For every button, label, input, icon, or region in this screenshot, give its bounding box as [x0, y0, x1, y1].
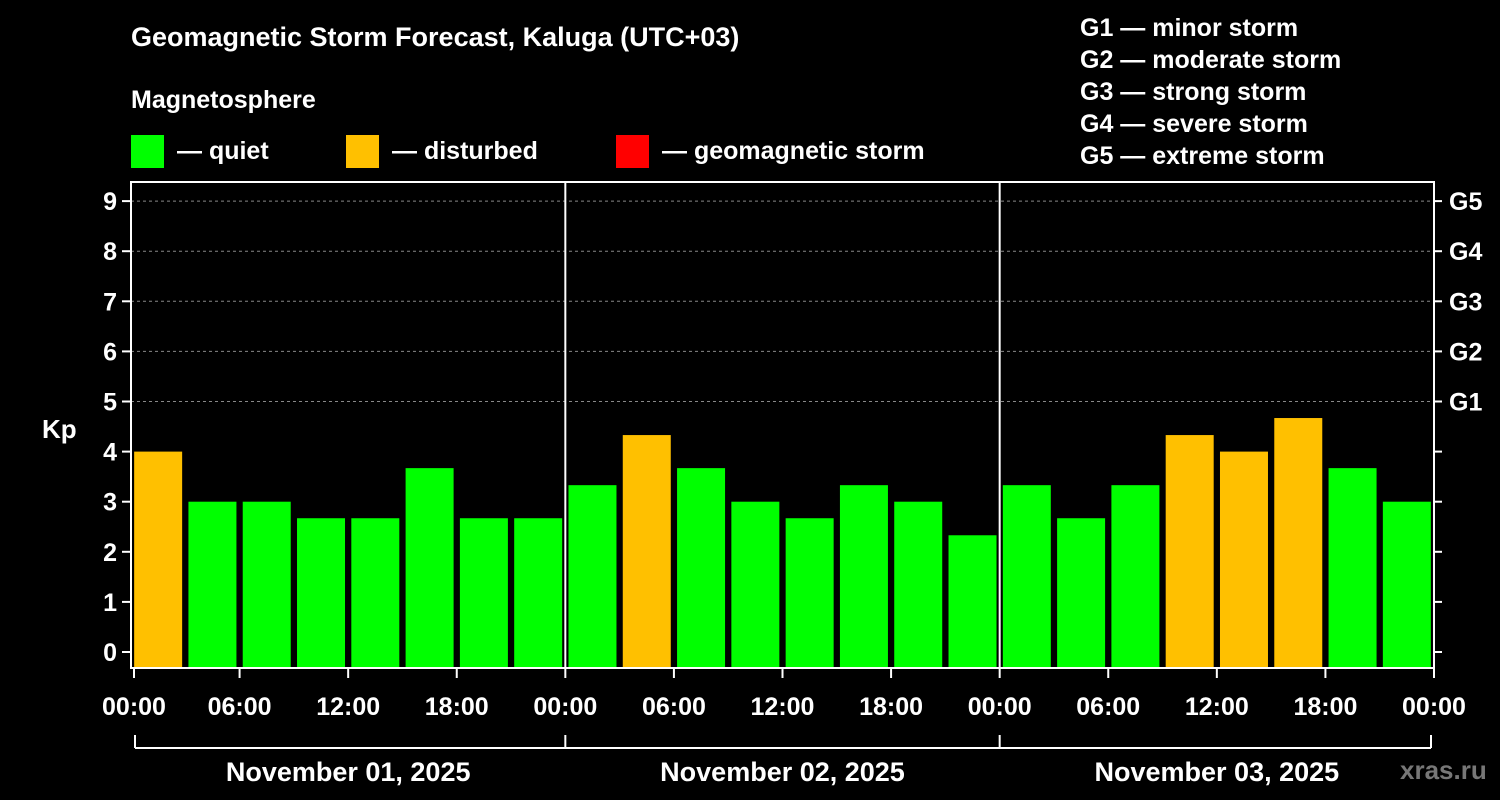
legend-swatch-storm [616, 134, 649, 168]
kp-bar [459, 518, 508, 668]
day-label: November 02, 2025 [660, 757, 905, 787]
kp-bar [351, 518, 400, 668]
chart-subtitle: Magnetosphere [131, 86, 316, 114]
x-tick-label: 00:00 [102, 693, 166, 721]
kp-bar [297, 518, 346, 668]
y-tick-label: 8 [103, 238, 117, 266]
kp-bar [839, 485, 888, 668]
kp-bar [1382, 501, 1431, 668]
kp-bar [134, 451, 183, 668]
kp-bar [1328, 468, 1377, 668]
watermark: xras.ru [1400, 755, 1487, 785]
kp-bar [894, 501, 943, 668]
y-tick-label: 5 [103, 389, 117, 417]
kp-bar [514, 518, 563, 668]
x-tick-label: 06:00 [642, 693, 706, 721]
legend-item-disturbed: — disturbed [346, 134, 538, 168]
x-tick-label: 06:00 [208, 693, 272, 721]
x-tick-label: 12:00 [751, 693, 815, 721]
legend-label-disturbed: — disturbed [392, 136, 538, 165]
kp-bar [1219, 451, 1268, 668]
g-scale-label: G4 [1449, 238, 1482, 266]
y-tick-label: 1 [103, 589, 117, 617]
y-tick-label: 2 [103, 539, 117, 567]
kp-bar [1002, 485, 1051, 668]
x-tick-label: 00:00 [968, 693, 1032, 721]
x-tick-label: 00:00 [533, 693, 597, 721]
legend-item-quiet: — quiet [131, 134, 269, 168]
storm-scale-g1: G1 — minor storm [1080, 14, 1299, 42]
kp-bar [1057, 518, 1106, 668]
y-tick-label: 0 [103, 639, 117, 667]
kp-bar [188, 501, 237, 668]
kp-bar [731, 501, 780, 668]
g-scale-label: G1 [1449, 389, 1482, 417]
storm-scale-g3: G3 — strong storm [1080, 78, 1307, 106]
legend-item-storm: — geomagnetic storm [616, 134, 925, 168]
storm-scale-g5: G5 — extreme storm [1080, 142, 1325, 170]
x-tick-label: 12:00 [316, 693, 380, 721]
storm-scale-g2: G2 — moderate storm [1080, 46, 1342, 74]
legend-label-storm: — geomagnetic storm [662, 136, 925, 165]
storm-scale-g4: G4 — severe storm [1080, 110, 1308, 138]
x-tick-label: 12:00 [1185, 693, 1249, 721]
day-label: November 03, 2025 [1095, 757, 1340, 787]
x-tick-label: 18:00 [859, 693, 923, 721]
legend-swatch-disturbed [346, 134, 379, 168]
day-label: November 01, 2025 [226, 757, 471, 787]
y-tick-label: 3 [103, 489, 117, 517]
kp-bar [677, 468, 726, 668]
kp-bar [1274, 418, 1323, 668]
g-scale-label: G3 [1449, 288, 1482, 316]
kp-bar [622, 435, 671, 668]
kp-bar [1111, 485, 1160, 668]
kp-bar [948, 535, 997, 668]
kp-bar [1165, 435, 1214, 668]
y-axis-label: Kp [42, 414, 77, 444]
chart-title: Geomagnetic Storm Forecast, Kaluga (UTC+… [131, 22, 740, 52]
kp-bar [785, 518, 834, 668]
legend-swatch-quiet [131, 134, 164, 168]
x-tick-label: 00:00 [1402, 693, 1466, 721]
y-tick-label: 6 [103, 338, 117, 366]
x-tick-label: 06:00 [1076, 693, 1140, 721]
g-scale-label: G2 [1449, 338, 1482, 366]
kp-bar [405, 468, 454, 668]
y-tick-label: 4 [103, 439, 117, 467]
x-tick-label: 18:00 [425, 693, 489, 721]
kp-bar [568, 485, 617, 668]
kp-bar [242, 501, 291, 668]
legend-label-quiet: — quiet [177, 136, 269, 165]
y-tick-label: 7 [103, 288, 117, 316]
y-tick-label: 9 [103, 188, 117, 216]
g-scale-label: G5 [1449, 188, 1482, 216]
storm-scale-list: G1 — minor storm G2 — moderate storm G3 … [1080, 12, 1341, 172]
x-tick-label: 18:00 [1293, 693, 1357, 721]
